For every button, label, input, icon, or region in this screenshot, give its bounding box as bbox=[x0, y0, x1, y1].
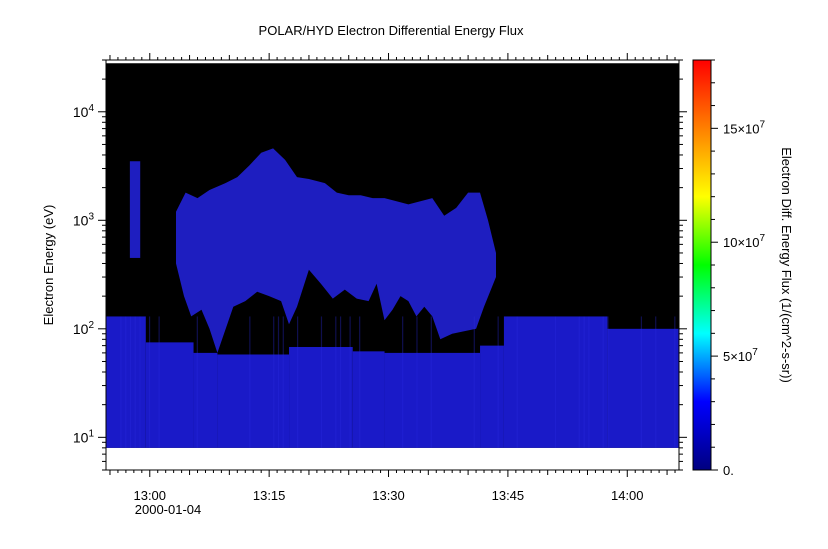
flux-streak bbox=[249, 316, 251, 448]
flux-streak bbox=[359, 316, 361, 448]
flux-streak bbox=[106, 316, 108, 448]
y-tick-label: 101 bbox=[73, 428, 95, 445]
flux-streak bbox=[655, 316, 657, 448]
low-energy-band-segment bbox=[217, 354, 290, 448]
colorbar-tick-label: 15×107 bbox=[723, 119, 766, 136]
x-tick-label: 13:30 bbox=[372, 488, 405, 503]
flux-streak bbox=[674, 316, 676, 448]
isolated-flux-burst bbox=[129, 161, 141, 258]
flux-streak bbox=[416, 316, 418, 448]
x-tick-label: 14:00 bbox=[611, 488, 644, 503]
flux-streak bbox=[583, 316, 585, 448]
flux-streak bbox=[402, 316, 404, 448]
low-energy-band-segment bbox=[503, 316, 608, 448]
colorbar-label: Electron Diff. Energy Flux (1/(cm^2-s-sr… bbox=[779, 147, 794, 383]
low-energy-band-segment bbox=[352, 351, 385, 448]
low-energy-band-segment bbox=[384, 352, 481, 448]
flux-streak bbox=[349, 316, 351, 448]
flux-streak bbox=[196, 316, 198, 448]
flux-streak bbox=[516, 316, 518, 448]
flux-streak bbox=[125, 316, 127, 448]
x-tick-label: 13:15 bbox=[253, 488, 286, 503]
date-label: 2000-01-04 bbox=[135, 502, 202, 517]
flux-streak bbox=[158, 316, 160, 448]
flux-streak bbox=[148, 316, 151, 448]
flux-streak bbox=[277, 316, 280, 448]
flux-streak bbox=[129, 316, 132, 448]
flux-streak bbox=[430, 316, 432, 448]
plot-area bbox=[105, 59, 680, 471]
low-energy-band-segment bbox=[480, 345, 504, 448]
low-energy-band-segment bbox=[145, 342, 194, 448]
flux-streak bbox=[134, 316, 136, 448]
flux-streak bbox=[578, 316, 580, 448]
flux-streak bbox=[273, 316, 275, 448]
y-axis-label: Electron Energy (eV) bbox=[41, 205, 56, 326]
plot-frame bbox=[105, 59, 680, 471]
colorbar-tick-label: 5×107 bbox=[723, 347, 758, 364]
flux-streak bbox=[588, 316, 590, 448]
flux-streak bbox=[139, 316, 141, 448]
colorbar-gradient bbox=[692, 59, 712, 471]
flux-streak bbox=[640, 316, 642, 448]
flux-streak bbox=[339, 316, 342, 448]
low-energy-band-segment bbox=[193, 352, 218, 448]
y-tick-label: 103 bbox=[73, 211, 95, 228]
low-energy-band-segment bbox=[289, 346, 353, 448]
colorbar: 0. 5×107 10×107 15×107 bbox=[692, 59, 766, 478]
flux-streak bbox=[282, 316, 284, 448]
y-tick-label: 102 bbox=[73, 320, 95, 337]
chart-title: POLAR/HYD Electron Differential Energy F… bbox=[259, 23, 524, 38]
low-energy-band-segment bbox=[607, 328, 679, 448]
flux-streak bbox=[320, 316, 323, 448]
y-tick-label: 104 bbox=[73, 103, 95, 120]
y-axis: 101 102 103 104 bbox=[73, 59, 687, 471]
colorbar-tick-label: 0. bbox=[723, 463, 734, 478]
x-tick-label: 13:00 bbox=[133, 488, 166, 503]
flux-streak bbox=[335, 316, 337, 448]
flux-streak bbox=[602, 316, 604, 448]
flux-streak bbox=[554, 316, 557, 448]
flux-streak bbox=[473, 316, 475, 448]
flux-streak bbox=[120, 316, 122, 448]
x-axis: 13:00 13:15 13:30 13:45 14:00 bbox=[109, 53, 676, 503]
x-tick-label: 13:45 bbox=[492, 488, 525, 503]
flux-streak bbox=[297, 316, 299, 448]
colorbar-tick-label: 10×107 bbox=[723, 233, 766, 250]
upper-flux-region bbox=[176, 148, 496, 353]
flux-streak bbox=[607, 316, 609, 448]
flux-streak bbox=[497, 316, 499, 448]
low-energy-band-segment bbox=[106, 316, 146, 448]
